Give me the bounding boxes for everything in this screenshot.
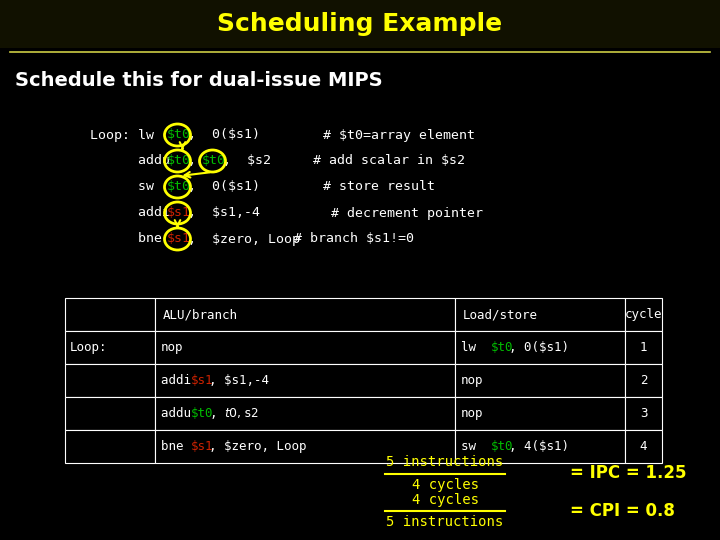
Text: = CPI = 0.8: = CPI = 0.8 [570,502,675,520]
Text: , $s1,-4: , $s1,-4 [209,374,269,387]
Text: 3: 3 [640,407,647,420]
Text: = IPC = 1.25: = IPC = 1.25 [570,464,686,483]
Text: 4 cycles: 4 cycles [412,478,479,492]
Text: ,: , [188,154,204,167]
Text: , $t0, $s2: , $t0, $s2 [209,406,259,421]
Text: , 4($s1): , 4($s1) [509,440,569,453]
Text: # store result: # store result [251,180,435,193]
Bar [455,430,625,463]
Text: # add scalar in $s2: # add scalar in $s2 [265,154,465,167]
Text: Loop:: Loop: [70,341,107,354]
Text: ,  $s2: , $s2 [223,154,271,167]
Text: addu: addu [161,407,199,420]
Text: $s1: $s1 [191,374,214,387]
Text: $t0: $t0 [167,154,191,167]
Text: 5 instructions: 5 instructions [387,455,503,469]
Text: bne: bne [161,440,199,453]
Text: ,  0($s1): , 0($s1) [188,180,260,193]
Bar [625,430,662,463]
Text: sw: sw [90,180,178,193]
Text: # decrement pointer: # decrement pointer [251,206,483,219]
Bar [65,298,155,331]
Bar [0,0,720,48]
Bar [155,298,455,331]
Text: $t0: $t0 [191,407,214,420]
Text: ,  0($s1): , 0($s1) [188,129,260,141]
Text: lw: lw [461,341,498,354]
Text: Schedule this for dual-issue MIPS: Schedule this for dual-issue MIPS [15,71,382,90]
Text: 2: 2 [640,374,647,387]
Text: 4: 4 [640,440,647,453]
Bar [625,331,662,364]
Text: Scheduling Example: Scheduling Example [217,12,503,36]
Bar [625,298,662,331]
Bar [155,397,455,430]
Text: $t0: $t0 [491,440,513,453]
Bar [155,364,455,397]
Text: $s1: $s1 [191,440,214,453]
Text: , 0($s1): , 0($s1) [509,341,569,354]
Text: 5 instructions: 5 instructions [387,515,503,529]
Text: $t0: $t0 [202,154,226,167]
Text: addi: addi [161,374,199,387]
Text: ALU/branch: ALU/branch [163,308,238,321]
Text: # branch $s1!=0: # branch $s1!=0 [286,233,414,246]
Text: nop: nop [461,374,484,387]
Text: nop: nop [161,341,184,354]
Text: , $zero, Loop: , $zero, Loop [209,440,307,453]
Text: $s1: $s1 [167,206,191,219]
Bar [455,364,625,397]
Text: cycle: cycle [625,308,662,321]
Bar [455,331,625,364]
Text: bne: bne [90,233,178,246]
Bar [625,364,662,397]
Bar [65,397,155,430]
Bar [455,397,625,430]
Text: # $t0=array element: # $t0=array element [251,129,475,141]
Bar [455,298,625,331]
Text: $t0: $t0 [167,129,191,141]
Bar [625,397,662,430]
Bar [65,430,155,463]
Text: $s1: $s1 [167,233,191,246]
Bar [65,331,155,364]
Text: $t0: $t0 [491,341,513,354]
Bar [155,430,455,463]
Text: Load/store: Load/store [463,308,538,321]
Text: addu: addu [90,154,178,167]
Text: ,  $s1,-4: , $s1,-4 [188,206,260,219]
Text: 4 cycles: 4 cycles [412,493,479,507]
Text: Loop: lw: Loop: lw [90,129,178,141]
Text: $t0: $t0 [167,180,191,193]
Bar [155,331,455,364]
Text: 1: 1 [640,341,647,354]
Text: nop: nop [461,407,484,420]
Text: ,  $zero, Loop: , $zero, Loop [188,233,300,246]
Text: addi: addi [90,206,178,219]
Bar [65,364,155,397]
Text: sw: sw [461,440,498,453]
